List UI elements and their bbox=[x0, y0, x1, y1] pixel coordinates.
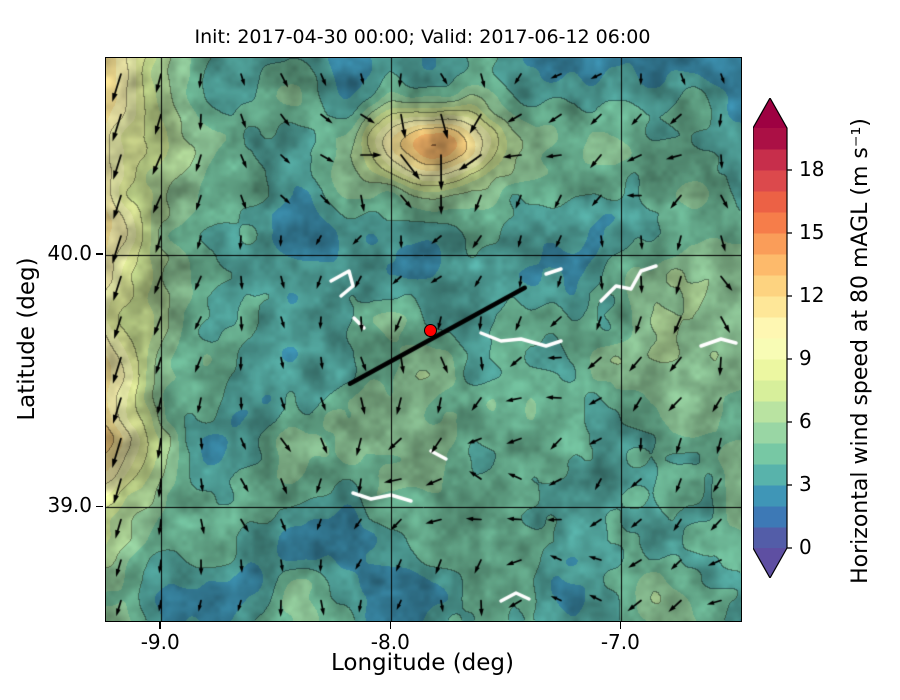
colorbar-band bbox=[753, 275, 787, 297]
x-tick-label: -7.0 bbox=[600, 630, 640, 654]
colorbar-tick-label: 9 bbox=[799, 346, 812, 370]
y-tick-label: 40.0 bbox=[47, 240, 92, 265]
colorbar-tick-label: 3 bbox=[799, 472, 812, 496]
colorbar-band bbox=[753, 338, 787, 360]
colorbar-band bbox=[753, 233, 787, 255]
colorbar-band bbox=[753, 254, 787, 276]
colorbar-band bbox=[753, 443, 787, 465]
colorbar-band bbox=[753, 212, 787, 234]
x-axis-label: Longitude (deg) bbox=[330, 650, 514, 676]
colorbar-band bbox=[753, 527, 787, 549]
wind-field-canvas bbox=[106, 58, 741, 621]
colorbar-tick-label: 15 bbox=[799, 220, 825, 244]
colorbar-band bbox=[753, 317, 787, 339]
site-marker bbox=[423, 324, 437, 338]
colorbar-band bbox=[753, 485, 787, 507]
colorbar-band bbox=[753, 359, 787, 381]
colorbar-extend-max bbox=[753, 98, 787, 128]
colorbar-extend-min bbox=[753, 548, 787, 578]
colorbar-outline bbox=[753, 98, 788, 578]
map-plot-area bbox=[105, 57, 742, 622]
colorbar-band bbox=[753, 296, 787, 318]
colorbar-band bbox=[753, 149, 787, 171]
colorbar-band bbox=[753, 191, 787, 213]
colorbar-band bbox=[753, 380, 787, 402]
colorbar-tick-label: 6 bbox=[799, 409, 812, 433]
y-tick-label: 39.0 bbox=[47, 493, 92, 518]
y-tick-mark bbox=[96, 253, 103, 255]
colorbar-label: Horizontal wind speed at 80 mAGL (m s⁻¹) bbox=[848, 118, 873, 584]
colorbar-band bbox=[753, 401, 787, 423]
colorbar-band bbox=[753, 464, 787, 486]
x-tick-mark bbox=[159, 622, 161, 629]
colorbar-band bbox=[753, 506, 787, 528]
x-tick-mark bbox=[389, 622, 392, 629]
colorbar-band bbox=[753, 128, 787, 150]
plot-title: Init: 2017-04-30 00:00; Valid: 2017-06-1… bbox=[194, 26, 651, 48]
colorbar-tick-label: 12 bbox=[799, 283, 825, 307]
colorbar-tick-label: 0 bbox=[799, 535, 812, 559]
colorbar-tick-label: 18 bbox=[799, 157, 825, 181]
y-axis-label: Latitude (deg) bbox=[14, 257, 40, 421]
y-tick-mark bbox=[96, 505, 103, 508]
colorbar-band bbox=[753, 422, 787, 444]
x-tick-label: -9.0 bbox=[140, 630, 180, 654]
x-tick-mark bbox=[619, 622, 622, 629]
x-tick-label: -8.0 bbox=[370, 630, 410, 654]
colorbar bbox=[753, 98, 792, 578]
colorbar-band bbox=[753, 170, 787, 192]
